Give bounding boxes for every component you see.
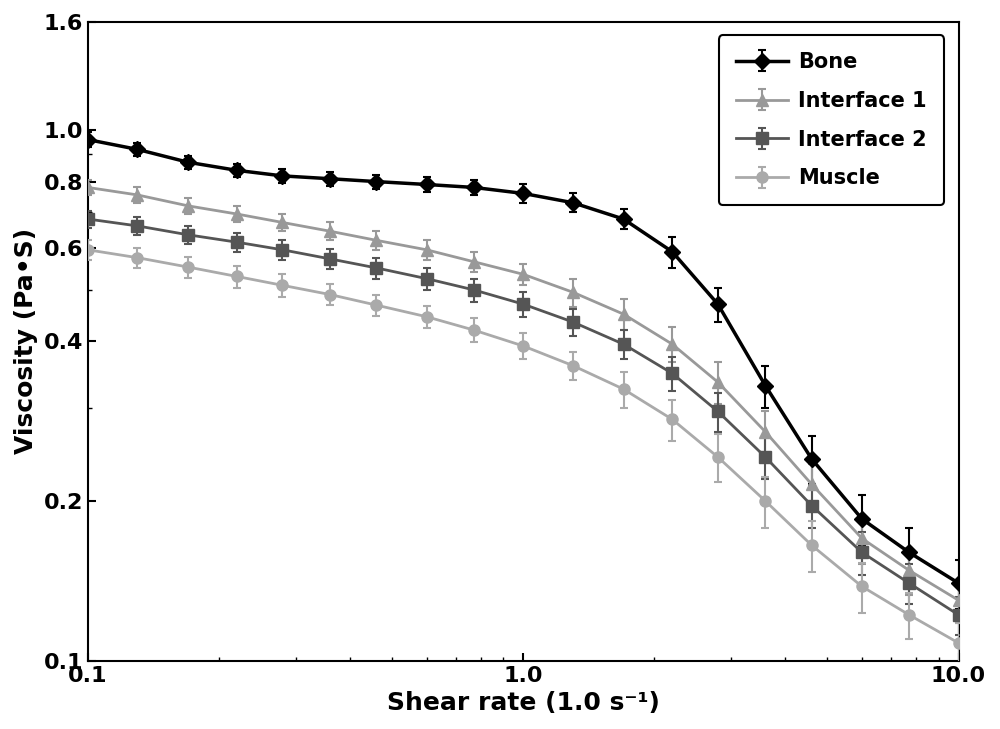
Y-axis label: Viscosity (Pa•S): Viscosity (Pa•S) xyxy=(14,228,38,454)
X-axis label: Shear rate (1.0 s⁻¹): Shear rate (1.0 s⁻¹) xyxy=(387,691,660,715)
Legend: Bone, Interface 1, Interface 2, Muscle: Bone, Interface 1, Interface 2, Muscle xyxy=(719,36,944,205)
